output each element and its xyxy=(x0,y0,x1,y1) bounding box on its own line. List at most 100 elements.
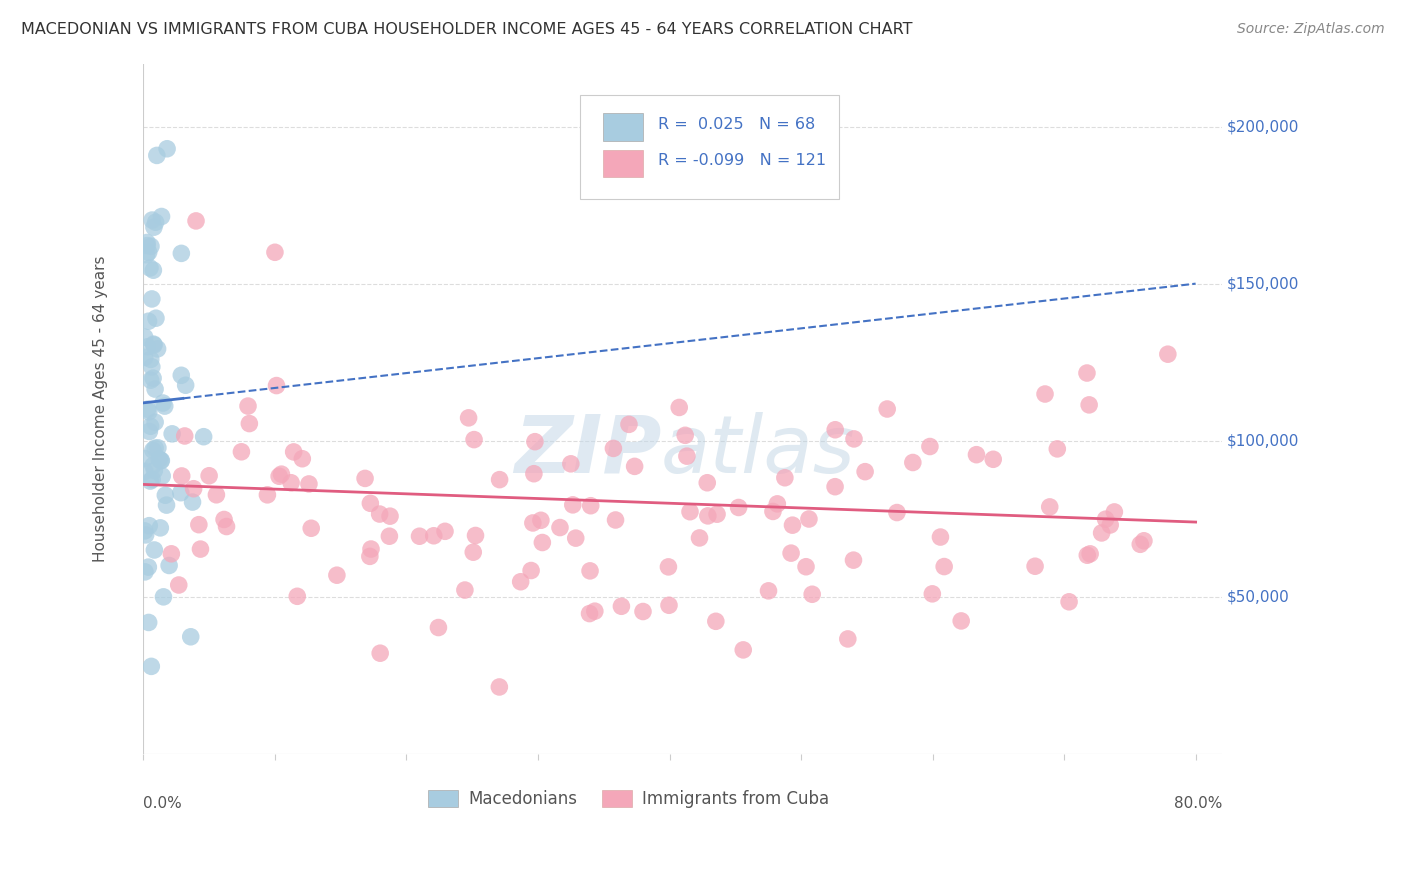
Point xyxy=(464,528,486,542)
Point xyxy=(170,485,193,500)
Point xyxy=(1046,442,1069,456)
Point xyxy=(610,599,633,614)
Point xyxy=(270,467,292,482)
Point xyxy=(138,245,160,260)
Point xyxy=(1076,548,1098,562)
Point xyxy=(150,210,173,224)
Point xyxy=(142,220,165,235)
Point xyxy=(141,472,163,486)
Legend: Macedonians, Immigrants from Cuba: Macedonians, Immigrants from Cuba xyxy=(422,783,837,815)
Point xyxy=(463,433,485,447)
Point xyxy=(138,560,160,574)
Point xyxy=(134,524,156,538)
Point xyxy=(198,468,221,483)
Point xyxy=(934,559,956,574)
Point xyxy=(139,373,162,387)
Point xyxy=(696,508,718,523)
Point xyxy=(136,402,159,417)
Point xyxy=(145,311,167,326)
Point xyxy=(138,518,160,533)
Point xyxy=(966,448,988,462)
Point xyxy=(212,512,235,526)
Point xyxy=(143,415,166,429)
Point xyxy=(733,643,755,657)
Point xyxy=(408,529,430,543)
Point xyxy=(523,467,546,481)
Point xyxy=(794,559,817,574)
Point xyxy=(139,260,162,275)
Point xyxy=(149,521,172,535)
Point xyxy=(153,399,176,413)
FancyBboxPatch shape xyxy=(603,113,643,141)
Point xyxy=(190,542,212,557)
Point xyxy=(623,459,645,474)
Point xyxy=(170,246,193,260)
Text: $100,000: $100,000 xyxy=(1227,433,1299,448)
Point xyxy=(280,475,302,490)
Point xyxy=(143,463,166,477)
Point xyxy=(676,449,699,463)
Point xyxy=(520,564,543,578)
Point xyxy=(139,352,162,367)
Point xyxy=(668,401,690,415)
Point xyxy=(853,465,876,479)
Point xyxy=(354,471,377,485)
Point xyxy=(631,605,654,619)
Point xyxy=(509,574,531,589)
Point xyxy=(170,469,193,483)
Point xyxy=(283,445,305,459)
Point xyxy=(236,399,259,413)
Text: ZIP: ZIP xyxy=(513,411,661,490)
Point xyxy=(981,452,1004,467)
Point xyxy=(842,432,865,446)
Point xyxy=(134,464,156,478)
Point xyxy=(780,546,803,560)
Point xyxy=(149,453,172,467)
Point xyxy=(1039,500,1062,514)
Point xyxy=(773,471,796,485)
Text: 0.0%: 0.0% xyxy=(143,796,183,811)
Point xyxy=(766,497,789,511)
Point xyxy=(488,680,510,694)
Text: atlas: atlas xyxy=(661,411,856,490)
Point xyxy=(138,405,160,419)
Point xyxy=(583,604,606,618)
Point xyxy=(1057,595,1080,609)
Point xyxy=(155,498,177,512)
Point xyxy=(921,587,943,601)
Point xyxy=(423,529,446,543)
Point xyxy=(138,425,160,439)
Point xyxy=(174,378,197,392)
Point xyxy=(876,402,898,417)
Point xyxy=(142,458,165,473)
Point xyxy=(564,531,586,545)
Point xyxy=(950,614,973,628)
Point xyxy=(142,337,165,351)
Point xyxy=(427,621,450,635)
Point xyxy=(457,410,479,425)
Point xyxy=(434,524,457,539)
Point xyxy=(135,528,157,542)
Point xyxy=(136,340,159,354)
Point xyxy=(150,469,173,483)
Point xyxy=(378,529,401,543)
Point xyxy=(1033,387,1056,401)
Point xyxy=(160,547,183,561)
Point xyxy=(139,474,162,488)
Point xyxy=(142,371,165,385)
Point xyxy=(368,507,391,521)
Text: 80.0%: 80.0% xyxy=(1174,796,1222,811)
Text: MACEDONIAN VS IMMIGRANTS FROM CUBA HOUSEHOLDER INCOME AGES 45 - 64 YEARS CORRELA: MACEDONIAN VS IMMIGRANTS FROM CUBA HOUSE… xyxy=(21,22,912,37)
Point xyxy=(136,235,159,250)
Point xyxy=(359,496,381,510)
Point xyxy=(762,504,785,518)
Text: $200,000: $200,000 xyxy=(1227,120,1299,135)
Point xyxy=(146,148,169,162)
Point xyxy=(368,646,391,660)
Point xyxy=(146,441,169,455)
Point xyxy=(522,516,544,530)
Point xyxy=(696,475,718,490)
Point xyxy=(488,473,510,487)
Point xyxy=(160,426,183,441)
FancyBboxPatch shape xyxy=(603,150,643,178)
